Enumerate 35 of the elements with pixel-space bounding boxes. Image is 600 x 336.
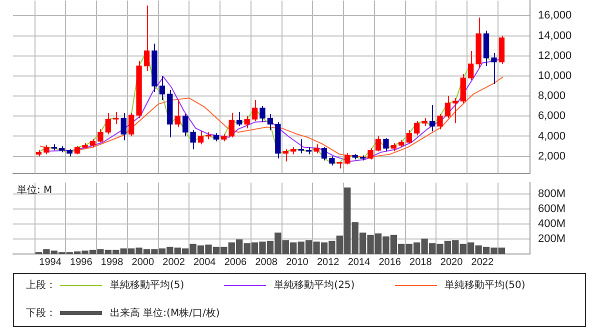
legend-label: 単純移動平均(25) — [274, 279, 355, 292]
y-tick-label: 16,000 — [538, 10, 572, 22]
x-tick-label: 2004 — [194, 256, 216, 268]
legend-label: 単純移動平均(5) — [110, 279, 184, 292]
y-tick-label: 6,000 — [538, 110, 566, 122]
x-tick-label: 2010 — [286, 256, 309, 268]
candlestick — [452, 98, 458, 124]
x-tick-label: 2012 — [316, 256, 340, 268]
y-tick-label: 600M — [538, 202, 566, 215]
y-tick-label: 2,000 — [538, 150, 566, 162]
legend-title: 下段： — [26, 307, 57, 320]
x-tick-label: 1998 — [100, 256, 124, 268]
x-tick-label: 2016 — [378, 256, 402, 268]
y-tick-label: 800M — [538, 188, 566, 200]
x-tick-label: 2020 — [440, 256, 464, 268]
y-tick-label: 12,000 — [538, 50, 572, 62]
y-tick-label: 10,000 — [538, 70, 572, 82]
y-tick-label: 4,000 — [538, 130, 566, 142]
legend-title: 上段： — [26, 278, 57, 292]
x-tick-label: 2002 — [162, 256, 186, 268]
x-tick-label: 2000 — [132, 256, 154, 268]
legend-label: 単純移動平均(50) — [444, 279, 526, 292]
y-tick-label: 400M — [538, 218, 566, 230]
y-tick-label: 14,000 — [538, 30, 572, 42]
legend-label: 出来高 単位:(M株/口/枚) — [110, 306, 220, 320]
y-tick-label: 200M — [538, 233, 566, 245]
y-tick-label: 8,000 — [538, 90, 566, 102]
x-tick-label: 2022 — [471, 256, 494, 268]
x-tick-label: 1996 — [70, 256, 93, 268]
annotation: 単位: M — [17, 184, 52, 196]
x-tick-label: 1994 — [39, 256, 62, 268]
x-tick-label: 2018 — [410, 256, 432, 268]
x-tick-label: 2008 — [255, 256, 278, 268]
x-tick-label: 2014 — [348, 256, 371, 268]
x-tick-label: 2006 — [224, 256, 248, 268]
